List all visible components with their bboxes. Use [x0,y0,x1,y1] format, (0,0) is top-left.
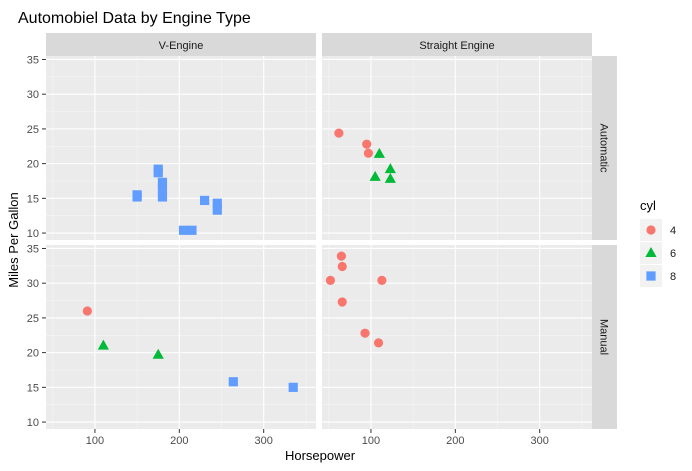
y-tick-label: 20 [27,348,39,360]
legend-label: 8 [670,271,676,283]
data-point-cyl-4 [334,128,344,138]
data-point-cyl-4 [360,328,370,338]
data-point-cyl-8 [178,225,189,235]
facet-strip-col [46,33,316,56]
y-tick-label: 15 [27,193,39,205]
y-tick-label: 25 [27,313,39,325]
facet-strip-row [592,56,617,240]
data-point-cyl-8 [157,184,168,194]
x-tick-label: 200 [446,435,464,447]
legend: cyl 4 6 8 [640,198,676,287]
data-point-cyl-4 [363,148,374,158]
panel-background [46,56,316,240]
data-point-cyl-8 [187,225,197,235]
facet-label-col: V-Engine [159,40,204,52]
facet-strip-row [592,245,617,429]
panels-layer [46,56,592,429]
data-point-cyl-6 [97,339,109,350]
x-tick-label: 100 [86,435,104,447]
y-tick-label: 30 [27,278,39,290]
facet-label-col: Straight Engine [419,40,494,52]
data-point-cyl-8 [288,382,298,392]
data-point-cyl-4 [82,306,92,316]
facet-strip-col [322,33,592,56]
axes-layer: 10 15 20 25 30 35 10 15 20 25 30 35 100 200 300 100 200 3… [27,54,549,447]
data-point-cyl-8 [157,192,168,202]
panel-background [46,245,316,429]
y-axis-label: Miles Per Gallon [6,192,21,287]
chart-title: Automobiel Data by Engine Type [18,10,251,27]
legend-label: 6 [670,248,676,260]
y-tick-label: 15 [27,382,39,394]
y-tick-label: 10 [27,228,39,240]
data-point-cyl-6 [384,172,396,183]
data-point-cyl-8 [212,205,222,215]
data-point-cyl-4 [373,338,384,348]
data-point-cyl-8 [200,195,210,206]
data-point-cyl-6 [369,170,381,181]
x-tick-label: 100 [362,435,380,447]
data-point-cyl-4 [337,297,347,307]
data-point-cyl-6 [384,163,396,174]
y-tick-label: 10 [27,417,39,429]
y-tick-label: 30 [27,89,39,101]
data-point-cyl-8 [157,177,168,187]
data-point-cyl-4 [377,275,387,286]
legend-title: cyl [640,198,656,213]
data-point-cyl-6 [373,147,385,158]
data-point-cyl-8 [228,377,238,387]
y-tick-label: 25 [27,124,39,136]
data-point-cyl-8 [153,164,163,174]
x-tick-label: 300 [255,435,273,447]
x-axis-label: Horsepower [285,448,356,463]
legend-key-triangle [645,247,657,257]
y-tick-label: 35 [27,243,39,255]
facet-label-row: Automatic [598,124,610,173]
legend-label: 4 [670,225,676,237]
legend-key-square [646,271,656,281]
data-point-cyl-8 [132,192,142,202]
data-point-cyl-4 [325,275,336,286]
facet-strips: V-Engine Straight Engine Automatic Manual [46,33,617,429]
y-tick-label: 20 [27,159,39,171]
data-point-cyl-4 [336,251,347,261]
x-tick-label: 200 [170,435,188,447]
data-point-cyl-6 [152,348,164,359]
panel-background [322,56,592,240]
data-marks [82,128,396,392]
x-tick-label: 300 [531,435,549,447]
facet-label-row: Manual [598,319,610,355]
data-point-cyl-8 [212,198,222,208]
data-point-cyl-4 [362,139,372,149]
legend-key-circle [646,225,656,235]
y-tick-label: 35 [27,54,39,66]
data-point-cyl-4 [337,261,347,272]
